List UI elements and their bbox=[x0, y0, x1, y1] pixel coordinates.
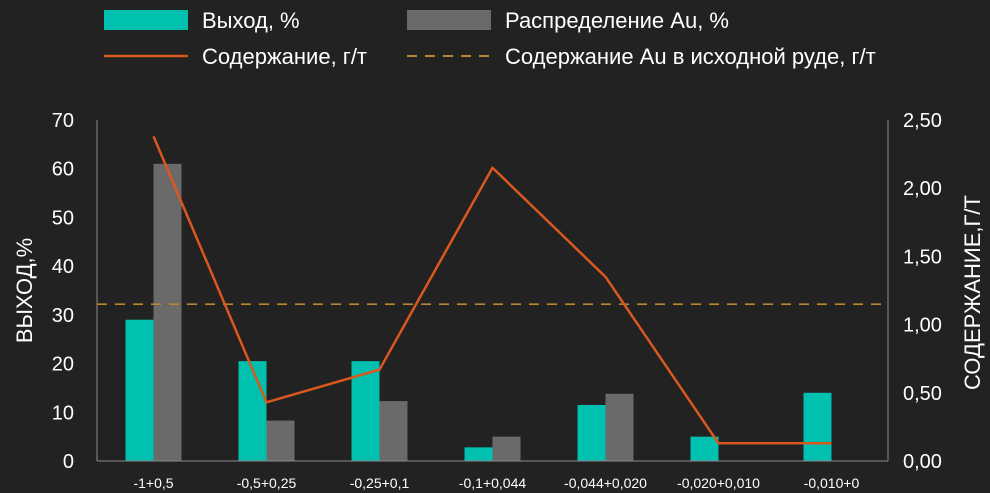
legend-item: Содержание, г/т bbox=[104, 44, 367, 69]
y-tick-label: 30 bbox=[52, 305, 74, 327]
legend-item: Выход, % bbox=[104, 8, 300, 33]
y-tick-label: 60 bbox=[52, 159, 74, 181]
legend-label: Распределение Au, % bbox=[505, 8, 729, 33]
bar bbox=[690, 436, 719, 461]
bar bbox=[351, 361, 380, 461]
bar bbox=[492, 436, 521, 461]
y-right-tick-label: 2,00 bbox=[903, 178, 942, 200]
right-axis: 0,00 0,50 1,00 1,50 2,00 2,50 СОДЕРЖАНИЕ,Г/Т bbox=[887, 110, 985, 473]
bar bbox=[266, 420, 295, 461]
bar bbox=[803, 392, 832, 461]
content-line bbox=[152, 135, 832, 445]
x-tick-label: -0,5+0,25 bbox=[237, 475, 297, 491]
y-right-tick-label: 1,00 bbox=[903, 315, 942, 337]
plot-area bbox=[97, 135, 888, 462]
x-tick-label: -0,010+0 bbox=[804, 475, 860, 491]
x-tick-label: -0,25+0,1 bbox=[350, 475, 410, 491]
bar bbox=[125, 319, 154, 461]
bar bbox=[605, 393, 634, 461]
legend-label: Выход, % bbox=[202, 8, 300, 33]
y-tick-label: 0 bbox=[63, 451, 74, 473]
legend-label: Содержание Au в исходной руде, г/т bbox=[505, 44, 876, 69]
left-axis: 0 10 20 30 40 50 60 70 ВЫХОД,% bbox=[12, 110, 98, 473]
x-tick-label: -0,1+0,044 bbox=[459, 475, 527, 491]
x-tick-label: -0,020+0,010 bbox=[677, 475, 760, 491]
bar bbox=[153, 163, 182, 462]
y-right-tick-label: 1,50 bbox=[903, 246, 942, 268]
y-right-axis-label: СОДЕРЖАНИЕ,Г/Т bbox=[960, 195, 985, 390]
y-tick-label: 70 bbox=[52, 110, 74, 132]
legend-label: Содержание, г/т bbox=[202, 44, 367, 69]
legend: Выход, % Распределение Au, % Содержание, г… bbox=[104, 8, 876, 69]
y-right-tick-label: 0,00 bbox=[903, 451, 942, 473]
y-tick-label: 10 bbox=[52, 402, 74, 424]
y-tick-label: 20 bbox=[52, 354, 74, 376]
legend-item: Распределение Au, % bbox=[407, 8, 729, 33]
y-axis-label: ВЫХОД,% bbox=[12, 238, 37, 343]
legend-swatch bbox=[104, 10, 188, 30]
y-right-tick-label: 0,50 bbox=[903, 383, 942, 405]
legend-swatch bbox=[407, 10, 491, 30]
x-axis: -1+0,5 -0,5+0,25 -0,25+0,1 -0,1+0,044 -0,044… bbox=[97, 460, 888, 491]
bar bbox=[238, 361, 267, 461]
bar bbox=[577, 404, 606, 461]
y-tick-label: 40 bbox=[52, 256, 74, 278]
bar bbox=[464, 447, 493, 461]
bar bbox=[379, 401, 408, 461]
y-right-tick-label: 2,50 bbox=[903, 110, 942, 132]
x-tick-label: -0,044+0,020 bbox=[564, 475, 647, 491]
legend-item: Содержание Au в исходной руде, г/т bbox=[407, 44, 876, 69]
x-tick-label: -1+0,5 bbox=[133, 475, 173, 491]
y-tick-label: 50 bbox=[52, 207, 74, 229]
